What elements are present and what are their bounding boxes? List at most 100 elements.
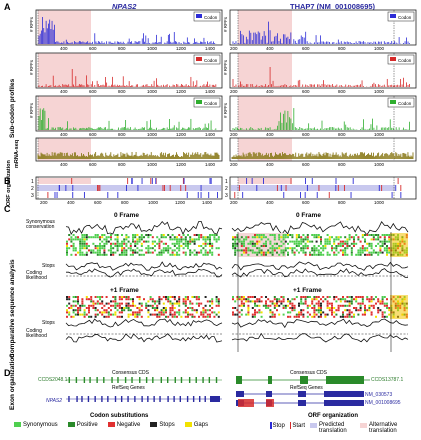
codon-substitution-cell bbox=[258, 300, 261, 303]
codon-substitution-cell bbox=[81, 240, 84, 243]
codon-substitution-cell bbox=[265, 304, 267, 307]
codon-substitution-cell bbox=[215, 247, 218, 250]
legend-swatch bbox=[196, 100, 202, 104]
codon-substitution-cell bbox=[304, 253, 307, 256]
codon-substitution-cell bbox=[240, 300, 243, 303]
codon-substitution-cell bbox=[165, 298, 167, 301]
codon-substitution-cell bbox=[232, 238, 234, 241]
codon-substitution-cell bbox=[328, 236, 331, 239]
codon-substitution-cell bbox=[381, 315, 384, 318]
codon-substitution-cell bbox=[114, 311, 117, 314]
codon-substitution-cell bbox=[145, 234, 148, 236]
codon-substitution-cell bbox=[81, 251, 84, 254]
codon-substitution-cell bbox=[83, 253, 86, 256]
codon-substitution-cell bbox=[287, 253, 289, 256]
codon-substitution-cell bbox=[116, 238, 119, 241]
legend-box bbox=[387, 97, 415, 108]
codon-substitution-cell bbox=[123, 249, 126, 252]
codon-substitution-cell bbox=[202, 247, 205, 250]
codon-substitution-cell bbox=[85, 236, 88, 239]
codon-substitution-cell bbox=[151, 307, 154, 309]
codon-substitution-cell bbox=[156, 242, 159, 245]
codon-substitution-cell bbox=[136, 313, 139, 316]
codon-substitution-cell bbox=[198, 234, 200, 236]
codon-substitution-cell bbox=[298, 311, 300, 314]
x-tick-label: 800 bbox=[121, 200, 129, 205]
codon-substitution-cell bbox=[215, 240, 218, 243]
codon-substitution-cell bbox=[357, 302, 360, 305]
codon-substitution-cell bbox=[193, 238, 196, 241]
codon-substitution-cell bbox=[324, 313, 327, 316]
refseq-exon bbox=[298, 400, 306, 406]
legend-codon-label: Codon bbox=[398, 15, 412, 20]
codon-substitution-cell bbox=[184, 302, 187, 305]
codon-substitution-cell bbox=[85, 247, 88, 250]
codon-substitution-cell bbox=[118, 304, 121, 307]
codon-substitution-cell bbox=[342, 242, 344, 245]
codon-substitution-cell bbox=[118, 311, 121, 314]
codon-substitution-cell bbox=[217, 236, 220, 239]
legend-synonymous: Synonymous bbox=[14, 422, 58, 428]
codon-substitution-cell bbox=[265, 242, 267, 245]
codon-substitution-cell bbox=[189, 307, 192, 309]
codon-substitution-cell bbox=[191, 315, 194, 318]
legend-swatch bbox=[196, 14, 202, 18]
codon-substitution-cell bbox=[289, 307, 292, 309]
codon-substitution-cell bbox=[101, 240, 104, 243]
codon-substitution-cell bbox=[381, 245, 384, 247]
codon-substitution-cell bbox=[326, 253, 329, 256]
codon-substitution-cell bbox=[337, 242, 340, 245]
codon-substitution-cell bbox=[348, 245, 351, 247]
codon-substitution-cell bbox=[372, 307, 375, 309]
codon-substitution-cell bbox=[200, 313, 203, 316]
codon-substitution-cell bbox=[81, 253, 84, 256]
codon-substitution-cell bbox=[184, 296, 187, 298]
codon-substitution-cell bbox=[171, 251, 174, 254]
codon-substitution-cell bbox=[121, 249, 123, 252]
codon-substitution-cell bbox=[147, 309, 150, 312]
codon-substitution-cell bbox=[304, 302, 307, 305]
codon-substitution-cell bbox=[70, 245, 73, 247]
codon-substitution-cell bbox=[311, 240, 314, 243]
codon-substitution-cell bbox=[348, 315, 351, 318]
codon-substitution-cell bbox=[328, 238, 331, 241]
codon-substitution-cell bbox=[366, 247, 369, 250]
codon-substitution-cell bbox=[377, 309, 380, 312]
codon-substitution-cell bbox=[243, 245, 245, 247]
codon-substitution-cell bbox=[204, 311, 207, 314]
synonymous-conservation-line bbox=[65, 220, 223, 236]
codon-substitution-cell bbox=[101, 247, 104, 250]
codon-substitution-cell bbox=[353, 298, 355, 301]
codon-substitution-cell bbox=[348, 309, 351, 312]
codon-substitution-cell bbox=[300, 296, 303, 298]
codon-substitution-cell bbox=[317, 300, 320, 303]
ccds-exon bbox=[96, 377, 98, 383]
codon-substitution-cell bbox=[317, 309, 320, 312]
codon-substitution-cell bbox=[251, 251, 254, 254]
codon-substitution-cell bbox=[123, 251, 126, 254]
codon-substitution-cell bbox=[217, 304, 220, 307]
codon-substitution-cell bbox=[375, 245, 377, 247]
codon-substitution-cell bbox=[381, 234, 384, 236]
codon-substitution-cell bbox=[198, 304, 200, 307]
codon-substitution-cell bbox=[383, 240, 386, 243]
codon-substitution-cell bbox=[240, 242, 243, 245]
codon-substitution-cell bbox=[99, 302, 101, 305]
legend-swatch bbox=[390, 100, 396, 104]
codon-substitution-cell bbox=[353, 313, 355, 316]
codon-substitution-cell bbox=[298, 236, 300, 239]
codon-substitution-cell bbox=[326, 304, 329, 307]
codon-substitution-cell bbox=[118, 245, 121, 247]
codon-substitution-cell bbox=[377, 236, 380, 239]
codon-substitution-cell bbox=[167, 298, 170, 301]
codon-substitution-cell bbox=[298, 313, 300, 316]
codon-substitution-cell bbox=[101, 300, 104, 303]
codon-substitution-cell bbox=[322, 296, 325, 298]
codon-substitution-cell bbox=[381, 311, 384, 314]
codon-substitution-cell bbox=[90, 236, 93, 239]
frame0-title-left: 0 Frame bbox=[114, 212, 139, 219]
codon-substitution-cell bbox=[300, 302, 303, 305]
codon-substitution-cell bbox=[335, 253, 338, 256]
codon-substitution-cell bbox=[171, 313, 174, 316]
codon-substitution-cell bbox=[114, 298, 117, 301]
